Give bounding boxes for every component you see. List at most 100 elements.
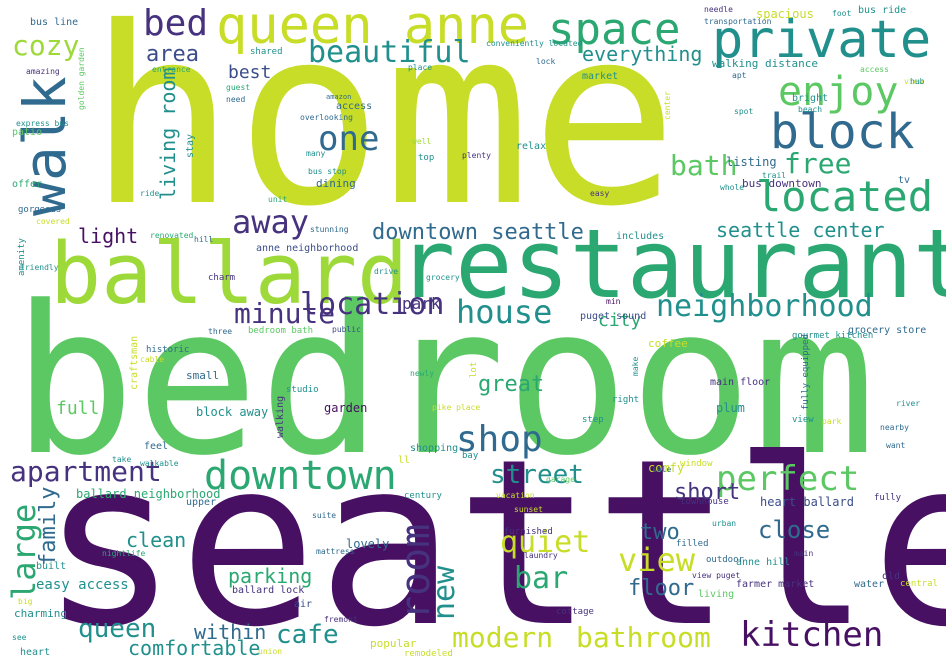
cloud-word: window [680, 459, 713, 469]
cloud-word: cozy [12, 29, 80, 62]
cloud-word: city [598, 310, 642, 331]
cloud-word: clean [126, 528, 187, 552]
cloud-word: light [78, 224, 139, 248]
cloud-word: ballard [50, 225, 409, 324]
cloud-word: view [792, 415, 814, 425]
cloud-word: within [194, 620, 267, 644]
cloud-word: newly [410, 369, 435, 378]
cloud-word: beautiful [308, 35, 471, 70]
cloud-word: puget sound [580, 311, 647, 322]
cloud-word: away [232, 203, 310, 241]
cloud-word: make [631, 356, 640, 376]
cloud-word: full [56, 398, 100, 419]
cloud-word: foot [832, 9, 852, 18]
cloud-word: express bus [16, 119, 69, 128]
cloud-word: lovely [346, 537, 390, 551]
cloud-word: access [336, 101, 373, 112]
cloud-word: patio [12, 127, 43, 138]
cloud-word: floor [628, 576, 695, 601]
cloud-word: farmer market [736, 579, 815, 590]
cloud-word: townhouse [680, 497, 729, 507]
cloud-word: house [456, 293, 553, 331]
cloud-word: studio [286, 385, 319, 395]
cloud-word: parking [228, 564, 313, 588]
cloud-word: queen anne [216, 0, 530, 56]
cloud-word: nightlife [102, 549, 146, 558]
cloud-word: grocery [426, 273, 460, 282]
cloud-word: shopping [410, 443, 459, 454]
cloud-word: right [612, 395, 640, 405]
cloud-word: spacious [756, 7, 814, 21]
cloud-word: air [294, 599, 313, 610]
cloud-word: family [36, 486, 61, 566]
cloud-word: includes [616, 231, 665, 242]
cloud-word: nearby [880, 423, 909, 432]
cloud-word: charming [14, 607, 67, 620]
cloud-word: take [112, 455, 132, 464]
cloud-word: amazing [26, 67, 60, 76]
cloud-word: renovated [150, 231, 194, 240]
cloud-word: two [640, 520, 680, 545]
cloud-word: bedroom [12, 263, 876, 501]
cloud-word: old [882, 571, 901, 582]
cloud-word: walking distance [712, 57, 818, 70]
cloud-word: street [490, 460, 584, 490]
cloud-word: walk [11, 76, 79, 216]
cloud-word: bright [792, 93, 829, 104]
cloud-word: bathroom [576, 621, 711, 654]
cloud-word: short [674, 480, 741, 505]
cloud-word: neighborhood [656, 289, 873, 324]
cloud-word: close [758, 516, 831, 544]
cloud-word: lot [469, 361, 479, 378]
cloud-word: whole [720, 183, 745, 192]
cloud-word: enjoy [778, 69, 899, 115]
cloud-word: small [186, 369, 220, 382]
cloud-word: walking [275, 395, 286, 438]
cloud-word: heart ballard [760, 495, 854, 509]
cloud-word: ride [140, 189, 160, 198]
cloud-word: private [712, 10, 932, 70]
cloud-word: kitchen [740, 615, 884, 655]
cloud-word: century [404, 491, 442, 501]
cloud-word: bus ride [858, 5, 907, 16]
cloud-word: comfortable [128, 636, 261, 660]
cloud-word: located [756, 172, 934, 221]
cloud-word: listing [726, 155, 777, 169]
cloud-word: block [770, 104, 915, 160]
cloud-word: shop [456, 419, 543, 460]
cloud-word: river [896, 399, 921, 408]
cloud-word: new [427, 565, 462, 620]
cloud-word: min [606, 297, 621, 306]
cloud-word: golden garden [77, 47, 86, 110]
cloud-word: fully equipped [801, 334, 811, 410]
cloud-word: best [228, 62, 272, 83]
cloud-word: urban [712, 519, 737, 528]
cloud-word: main floor [710, 377, 771, 388]
cloud-word: space [548, 4, 681, 55]
cloud-word: want [886, 441, 906, 450]
cloud-word: living room [156, 67, 180, 200]
cloud-word: great [478, 372, 545, 397]
cloud-word: quiet [500, 525, 591, 560]
cloud-word: laundry [524, 551, 558, 560]
cloud-word: bedroom bath [248, 326, 314, 336]
cloud-word: seattle center [716, 218, 885, 242]
cloud-word: area [146, 42, 199, 67]
cloud-word: conveniently located [486, 39, 583, 48]
cloud-word: downtown seattle [372, 220, 584, 245]
cloud-word: mattress [316, 547, 355, 556]
cloud-word: gorgeous [18, 205, 62, 215]
cloud-word: feel [144, 441, 169, 452]
cloud-word: sunset [514, 505, 543, 514]
cloud-word: coffee [648, 337, 688, 350]
cloud-word: cottage [556, 607, 594, 617]
cloud-word: home [88, 0, 679, 260]
cloud-word: outdoor [706, 555, 744, 565]
cloud-word: filled [676, 539, 709, 549]
cloud-word: needle [704, 5, 733, 14]
cloud-word: perfect [716, 459, 860, 499]
cloud-word: bus line [30, 17, 79, 28]
cloud-word: many [306, 149, 326, 158]
cloud-word: anne hill [736, 557, 791, 568]
cloud-word: pike place [432, 403, 481, 412]
